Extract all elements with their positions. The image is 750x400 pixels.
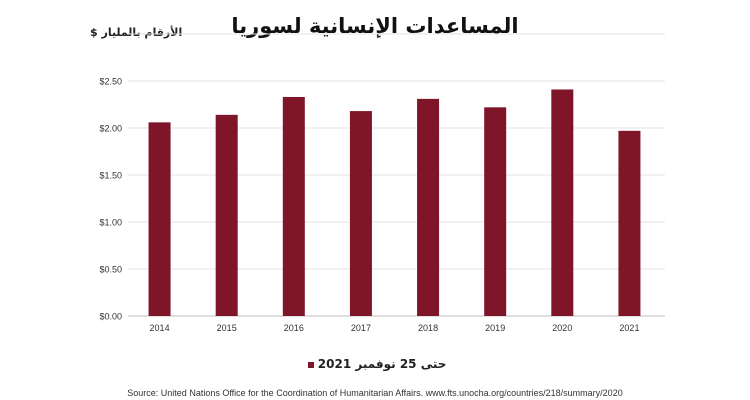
bar-2015: [215, 114, 238, 316]
bar-2021: [618, 130, 641, 316]
legend: حتى 25 نوفمبر 2021: [0, 357, 750, 371]
bar-2019: [484, 107, 507, 316]
x-tick-label: 2019: [485, 323, 505, 333]
x-tick-label: 2018: [418, 323, 438, 333]
legend-label: حتى 25 نوفمبر 2021: [317, 357, 447, 371]
x-tick-label: 2015: [217, 323, 237, 333]
y-tick-label: $2.00: [99, 124, 122, 134]
legend-swatch: [307, 361, 314, 368]
bar-2020: [551, 89, 574, 317]
x-tick-label: 2016: [284, 323, 304, 333]
x-tick-label: 2020: [552, 323, 572, 333]
unit-label: الأرقام بالمليار $: [90, 26, 183, 39]
y-tick-label: $0.50: [99, 265, 122, 275]
source-note: Source: United Nations Office for the Co…: [127, 388, 623, 398]
bar-2014: [148, 122, 171, 316]
bar-2016: [282, 96, 305, 316]
x-tick-label: 2021: [619, 323, 639, 333]
bar-2017: [349, 111, 372, 316]
x-tick-label: 2017: [351, 323, 371, 333]
x-tick-label: 2014: [150, 323, 170, 333]
y-tick-label: $0.00: [99, 312, 122, 322]
y-tick-label: $1.50: [99, 171, 122, 181]
bar-2018: [417, 98, 440, 316]
y-tick-label: $1.00: [99, 218, 122, 228]
y-tick-label: $2.50: [99, 77, 122, 87]
